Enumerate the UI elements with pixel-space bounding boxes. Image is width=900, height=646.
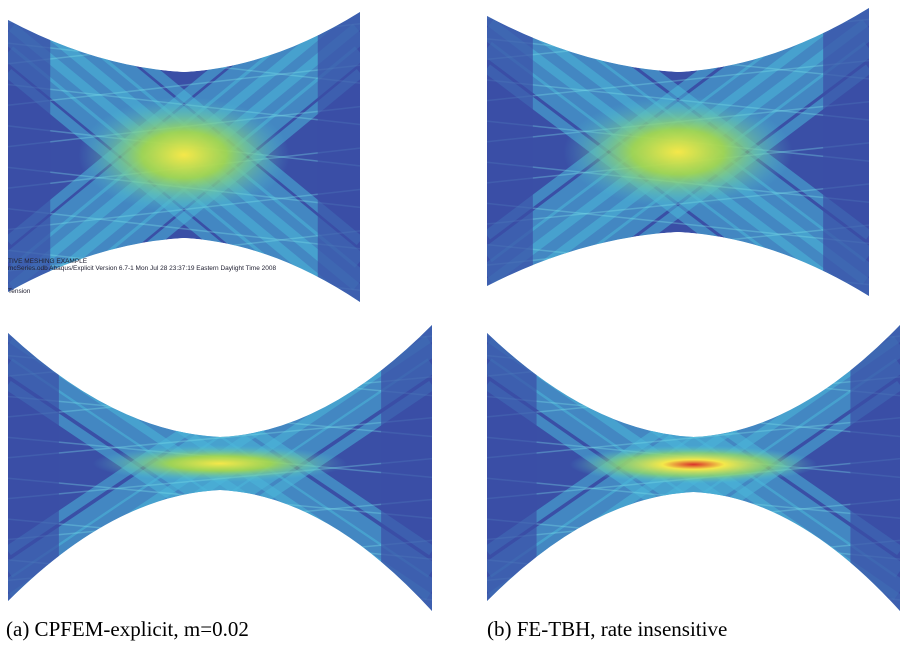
streak — [487, 559, 900, 601]
specimen — [8, 325, 432, 611]
streak — [487, 417, 900, 459]
specimen — [487, 8, 869, 296]
specimen — [8, 12, 360, 302]
edge-shade — [850, 325, 900, 611]
edge-shade — [487, 8, 533, 296]
caption: (a) CPFEM-explicit, m=0.02 — [6, 617, 249, 641]
panels — [8, 8, 900, 611]
shear-band — [487, 64, 869, 296]
hot-zone — [92, 444, 348, 483]
streak — [8, 64, 360, 106]
hot-zone — [569, 445, 818, 484]
edge-shade — [8, 12, 51, 302]
streak — [487, 8, 869, 20]
overlay-line: TIVE MESHING EXAMPLE — [8, 258, 88, 265]
streak — [487, 202, 869, 245]
streak — [8, 12, 360, 24]
streak — [8, 335, 432, 377]
edge-shade — [8, 325, 59, 611]
streak — [8, 325, 432, 336]
overlay-line: mcSeries.odb Abaqus/Explicit Version 6.7… — [8, 265, 276, 272]
streak — [487, 335, 900, 377]
edge-shade — [381, 325, 432, 611]
edge-shade — [317, 12, 360, 302]
hot-zone — [78, 96, 290, 214]
streak — [8, 559, 432, 601]
streak — [487, 325, 900, 336]
streak — [487, 284, 869, 296]
overlay-line: Tension — [8, 288, 31, 295]
streak — [8, 208, 360, 250]
hot-zone — [563, 96, 793, 208]
edge-shade — [487, 325, 537, 611]
shear-band — [487, 8, 869, 240]
edge-shade — [823, 8, 869, 296]
streak — [8, 290, 360, 302]
shear-band — [8, 12, 360, 245]
streak — [8, 417, 432, 459]
caption: (b) FE-TBH, rate insensitive — [487, 617, 727, 641]
streak — [487, 59, 869, 102]
specimen — [487, 325, 900, 611]
shear-band — [8, 69, 360, 302]
